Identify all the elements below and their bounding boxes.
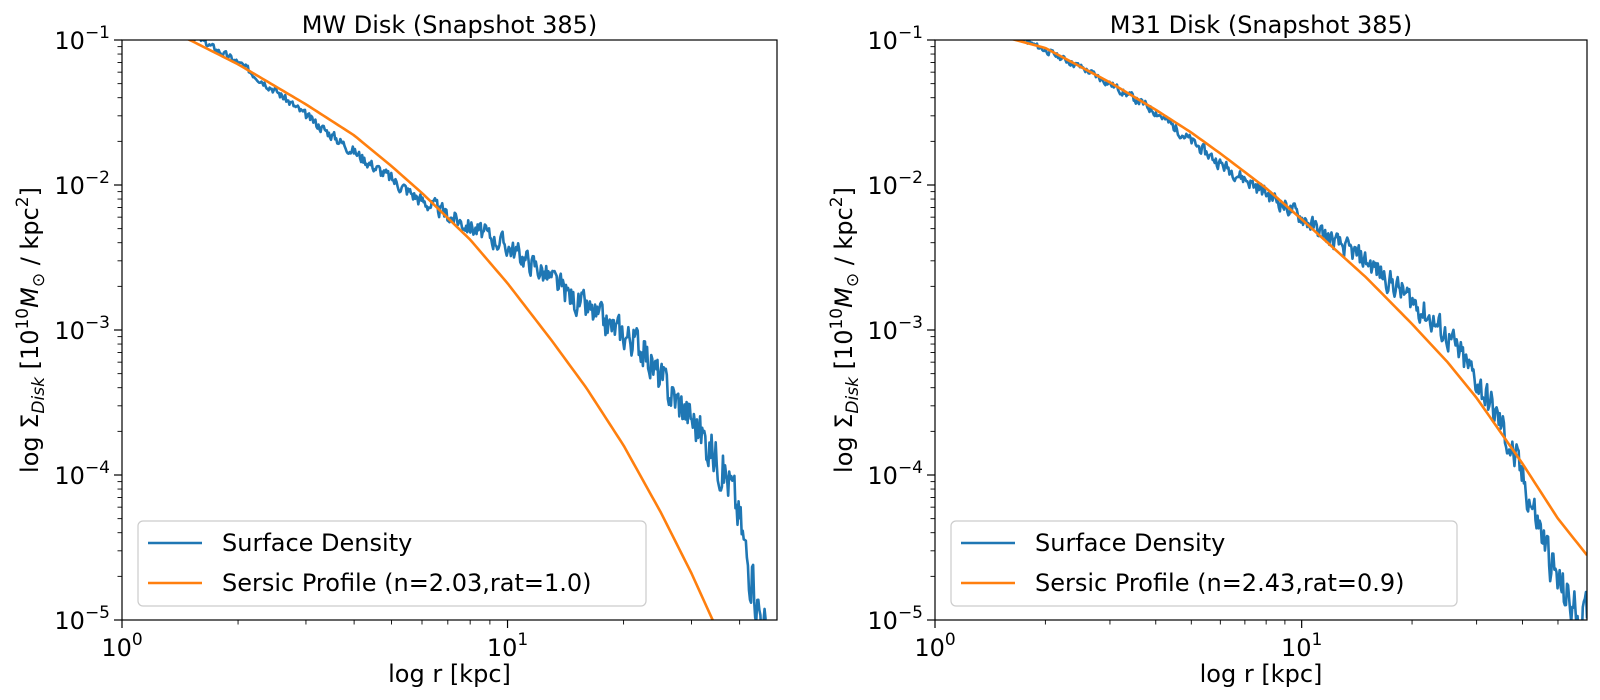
y-tick-label: 10−1 xyxy=(867,23,923,55)
x-tick-label: 100 xyxy=(914,630,955,662)
chart-title: MW Disk (Snapshot 385) xyxy=(302,11,598,39)
y-tick-label: 10−3 xyxy=(867,313,923,345)
mw-disk-panel: MW Disk (Snapshot 385) 100 101 10−5 10−4 10−… xyxy=(13,11,778,688)
x-tick-label: 100 xyxy=(101,630,142,662)
y-tick-label: 10−4 xyxy=(54,458,110,490)
x-tick-label: 101 xyxy=(487,630,528,662)
series-line xyxy=(186,40,715,620)
tick-group: 100 101 10−5 10−4 10−3 10−2 10−1 xyxy=(867,23,1559,662)
x-tick-label: 101 xyxy=(1281,630,1322,662)
legend-label: Surface Density xyxy=(222,529,412,557)
series-group xyxy=(186,40,767,620)
legend-box xyxy=(137,520,647,607)
y-axis-label: log ΣDisk [1010M⊙ / kpc2] xyxy=(827,187,863,473)
y-tick-label: 10−4 xyxy=(867,458,923,490)
x-axis-label: log r [kpc] xyxy=(388,660,511,688)
y-tick-label: 10−3 xyxy=(54,313,110,345)
series-group xyxy=(1010,40,1587,620)
legend-label: Sersic Profile (n=2.43,rat=0.9) xyxy=(1035,569,1405,597)
y-axis-label: log ΣDisk [1010M⊙ / kpc2] xyxy=(13,187,49,473)
legend: Surface Density Sersic Profile (n=2.43,r… xyxy=(950,520,1458,607)
legend: Surface Density Sersic Profile (n=2.03,r… xyxy=(137,520,647,607)
tick-group: 100 101 10−5 10−4 10−3 10−2 10−1 xyxy=(54,23,741,662)
y-tick-label: 10−2 xyxy=(867,168,923,200)
series-line xyxy=(1010,40,1587,556)
legend-label: Surface Density xyxy=(1035,529,1225,557)
y-tick-label: 10−1 xyxy=(54,23,110,55)
y-tick-label: 10−5 xyxy=(54,603,110,635)
y-tick-label: 10−2 xyxy=(54,168,110,200)
m31-disk-panel: M31 Disk (Snapshot 385) 100 10110−510−410… xyxy=(827,11,1588,688)
legend-box xyxy=(950,520,1458,607)
legend-label: Sersic Profile (n=2.03,rat=1.0) xyxy=(222,569,592,597)
x-axis-label: log r [kpc] xyxy=(1200,660,1323,688)
y-tick-label: 10−5 xyxy=(867,603,923,635)
chart-title: M31 Disk (Snapshot 385) xyxy=(1110,11,1412,39)
